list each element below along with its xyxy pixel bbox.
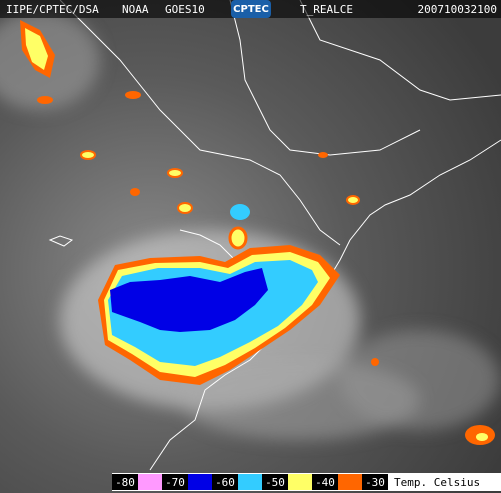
legend-label-box bbox=[312, 474, 338, 490]
legend-label: -70 bbox=[165, 476, 185, 489]
header-satellite: GOES10 bbox=[165, 3, 205, 16]
legend-label-box bbox=[112, 474, 138, 490]
legend-swatch bbox=[338, 474, 362, 490]
legend-label-box bbox=[362, 474, 388, 490]
legend-label: -80 bbox=[115, 476, 135, 489]
legend-swatch bbox=[238, 474, 262, 490]
legend-label: -40 bbox=[315, 476, 335, 489]
legend-label: -50 bbox=[265, 476, 285, 489]
logo-box bbox=[231, 0, 271, 18]
legend-label-box bbox=[262, 474, 288, 490]
header-product: T_REALCE bbox=[300, 3, 353, 16]
header-agency: NOAA bbox=[122, 3, 149, 16]
logo: CPTEC bbox=[233, 4, 269, 15]
legend: -80 -70 -60 -50 -40 -30 Temp. Celsius bbox=[112, 473, 501, 491]
legend-swatch bbox=[188, 474, 212, 490]
legend-swatch bbox=[288, 474, 312, 490]
header-source: IIPE/CPTEC/DSA bbox=[6, 3, 99, 16]
legend-swatch bbox=[138, 474, 162, 490]
legend-label: -30 bbox=[365, 476, 385, 489]
header-timestamp: 200710032100 bbox=[418, 3, 497, 16]
legend-label-box bbox=[162, 474, 188, 490]
legend-unit: Temp. Celsius bbox=[394, 476, 480, 489]
storm bbox=[20, 20, 495, 445]
legend-label-box bbox=[212, 474, 238, 490]
legend-label: -60 bbox=[215, 476, 235, 489]
